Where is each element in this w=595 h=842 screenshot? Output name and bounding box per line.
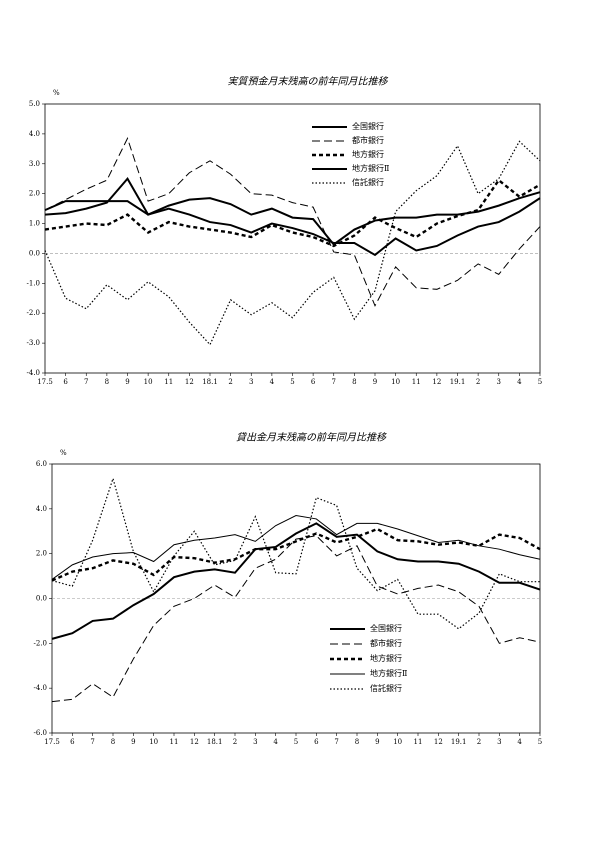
series-line: [44, 137, 541, 307]
x-tick-label: 17.5: [44, 738, 60, 746]
x-tick-label: 7: [84, 378, 88, 386]
series-line: [51, 476, 540, 630]
y-tick-label: 4.0: [36, 505, 47, 513]
x-tick-label: 5: [538, 378, 542, 386]
x-tick-label: 12: [432, 378, 441, 386]
x-tick-label: 3: [253, 738, 257, 746]
legend-label: 信託銀行: [352, 177, 384, 187]
y-tick-label: -2.0: [27, 309, 41, 317]
x-tick-label: 18.1: [207, 738, 223, 746]
x-tick-label: 10: [149, 738, 158, 746]
x-tick-label: 6: [70, 738, 75, 746]
x-tick-label: 8: [111, 738, 115, 746]
y-tick-label: 4.0: [29, 130, 40, 138]
x-tick-label: 6: [314, 738, 319, 746]
y-tick-label: 2.0: [29, 190, 40, 198]
y-tick-label: 0.0: [36, 595, 47, 603]
y-tick-label: -1.0: [27, 279, 41, 287]
x-tick-label: 4: [270, 378, 275, 386]
x-tick-label: 18.1: [202, 378, 218, 386]
x-tick-label: 5: [538, 738, 542, 746]
x-tick-label: 7: [332, 378, 336, 386]
y-tick-label: -6.0: [34, 729, 48, 737]
legend-label: 全国銀行: [370, 623, 402, 633]
x-tick-label: 3: [249, 378, 253, 386]
x-tick-label: 9: [375, 738, 379, 746]
y-tick-label: 1.0: [29, 220, 40, 228]
y-tick-label: 0.0: [29, 249, 40, 257]
y-tick-label: -3.0: [27, 339, 41, 347]
legend-label: 信託銀行: [370, 683, 402, 693]
x-tick-label: 17.5: [37, 378, 53, 386]
x-tick-label: 3: [497, 738, 501, 746]
y-tick-label: 6.0: [36, 460, 47, 468]
y-tick-label: -4.0: [27, 369, 41, 377]
x-tick-label: 11: [414, 738, 423, 746]
legend-label: 地方銀行: [352, 149, 384, 159]
series-line: [51, 515, 541, 580]
legend-label: 地方銀行: [370, 653, 402, 663]
plot-frame: [44, 103, 541, 374]
chart-title: 貸出金月末残高の前年同月比推移: [236, 432, 387, 444]
x-tick-label: 19.1: [451, 738, 467, 746]
x-tick-label: 3: [497, 378, 501, 386]
x-tick-label: 19.1: [450, 378, 466, 386]
x-tick-label: 11: [164, 378, 173, 386]
x-tick-label: 2: [228, 378, 232, 386]
x-tick-label: 8: [105, 378, 109, 386]
x-tick-label: 11: [170, 738, 179, 746]
legend-label: 都市銀行: [352, 135, 384, 145]
x-tick-label: 2: [477, 738, 481, 746]
x-tick-label: 11: [412, 378, 421, 386]
y-tick-label: 3.0: [29, 160, 40, 168]
x-tick-label: 5: [294, 738, 298, 746]
x-tick-label: 9: [125, 378, 129, 386]
x-tick-label: 9: [131, 738, 135, 746]
y-tick-label: 5.0: [29, 100, 40, 108]
x-tick-label: 9: [373, 378, 377, 386]
x-tick-label: 4: [517, 378, 522, 386]
plot-frame: [51, 463, 541, 734]
x-tick-label: 6: [63, 378, 68, 386]
series-line: [51, 522, 541, 640]
x-tick-label: 8: [352, 378, 356, 386]
x-tick-label: 2: [233, 738, 237, 746]
x-tick-label: 6: [311, 378, 316, 386]
x-tick-label: 10: [144, 378, 153, 386]
x-tick-label: 7: [90, 738, 94, 746]
x-tick-label: 12: [185, 378, 194, 386]
series-line: [44, 178, 541, 248]
x-tick-label: 5: [290, 378, 294, 386]
x-tick-label: 2: [476, 378, 480, 386]
chart-title: 実質預金月末残高の前年同月比推移: [228, 76, 389, 88]
x-tick-label: 4: [517, 738, 522, 746]
x-tick-label: 10: [393, 738, 402, 746]
legend-label: 地方銀行Ⅱ: [370, 668, 407, 678]
x-tick-label: 12: [434, 738, 443, 746]
legend-label: 地方銀行Ⅱ: [352, 163, 389, 173]
series-line: [51, 527, 541, 582]
legend-label: 都市銀行: [370, 638, 402, 648]
x-tick-label: 12: [190, 738, 199, 746]
y-tick-label: 2.0: [36, 550, 47, 558]
series-line: [44, 191, 541, 246]
series-line: [44, 177, 541, 257]
x-tick-label: 4: [273, 738, 278, 746]
x-tick-label: 7: [334, 738, 338, 746]
x-tick-label: 8: [355, 738, 359, 746]
series-line: [44, 140, 541, 346]
y-tick-label: -4.0: [34, 684, 48, 692]
x-tick-label: 10: [391, 378, 400, 386]
series-line: [51, 535, 541, 703]
y-tick-label: -2.0: [34, 639, 48, 647]
y-unit: %: [53, 89, 60, 97]
legend-label: 全国銀行: [352, 121, 384, 131]
y-unit: %: [60, 449, 67, 457]
